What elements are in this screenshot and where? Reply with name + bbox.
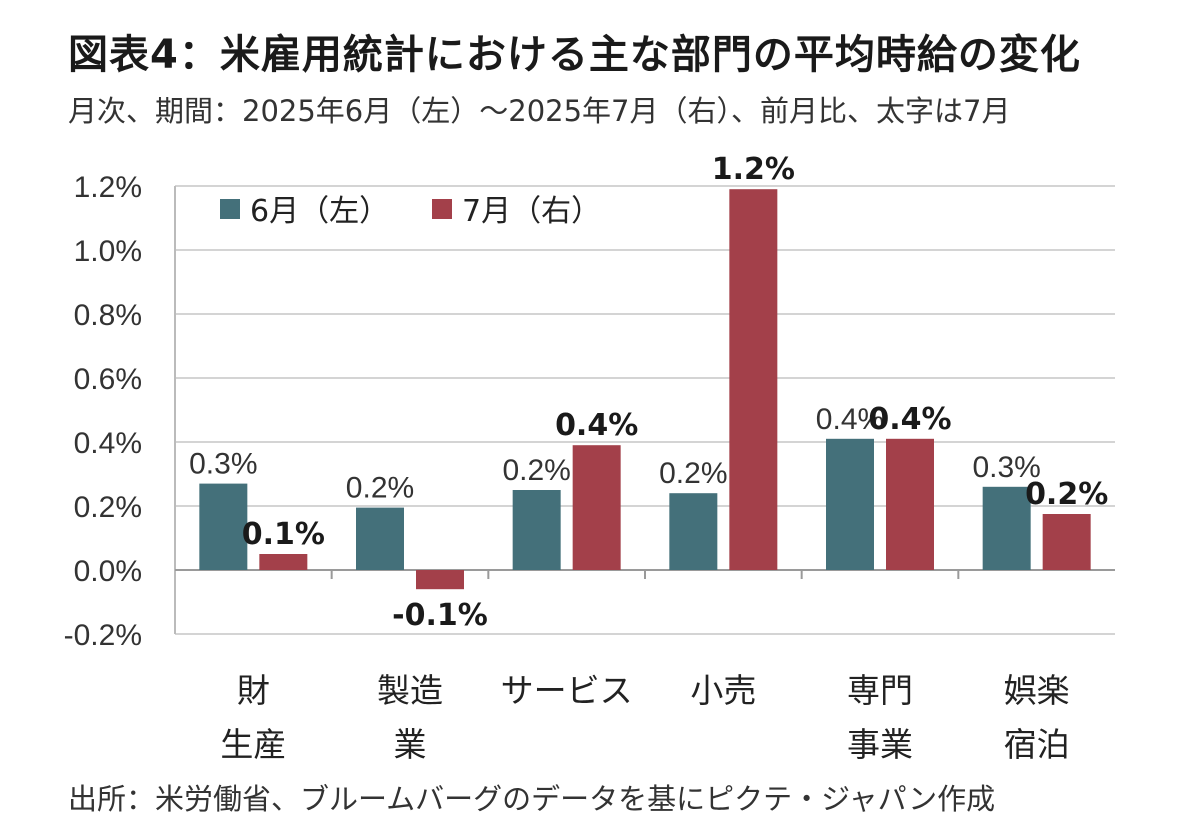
y-tick-label: 0.6% — [74, 363, 142, 396]
source-note: 出所：米労働省、ブルームバーグのデータを基にピクテ・ジャパン作成 — [68, 782, 996, 816]
y-tick-label: 0.4% — [74, 427, 142, 460]
data-label-june: 0.2% — [346, 472, 414, 505]
category-label: 宿泊 — [1004, 725, 1070, 764]
data-label-july: 1.2% — [712, 152, 795, 187]
y-tick-label: 1.0% — [74, 235, 142, 268]
category-label: 専門 — [847, 671, 913, 710]
bar-july — [416, 570, 464, 590]
legend-label-july: 7月（右） — [462, 194, 601, 229]
category-label: 生産 — [220, 725, 286, 764]
bar-july — [886, 438, 934, 570]
bar-july — [729, 189, 778, 570]
bar-june — [669, 493, 718, 570]
bar-july — [1042, 514, 1091, 570]
data-label-june: 0.4% — [816, 403, 884, 436]
bar-june — [982, 486, 1031, 570]
category-label: 娯楽 — [1004, 671, 1070, 710]
bar-june — [199, 483, 248, 570]
bar-july — [572, 445, 621, 570]
category-label: 小売 — [690, 671, 756, 710]
y-tick-label: 0.8% — [74, 299, 142, 332]
data-label-july: 0.2% — [1025, 477, 1108, 512]
data-label-july: -0.1% — [392, 598, 488, 633]
chart-subtitle: 月次、期間：2025年6月（左）～2025年7月（右）、前月比、太字は7月 — [68, 94, 1011, 128]
data-label-june: 0.2% — [659, 457, 727, 490]
bar-june — [356, 507, 404, 570]
y-tick-label: -0.2% — [64, 619, 142, 652]
bar-june — [512, 490, 561, 570]
data-label-june: 0.3% — [972, 451, 1040, 484]
category-label: 製造 — [377, 671, 443, 710]
y-tick-label: 1.2% — [74, 171, 142, 204]
category-label: サービス — [501, 671, 633, 710]
category-label: 財 — [237, 671, 270, 710]
chart-title: 図表4：米雇用統計における主な部門の平均時給の変化 — [68, 32, 1081, 78]
bar-july — [259, 554, 308, 570]
data-label-july: 0.4% — [555, 408, 638, 443]
legend-swatch-july — [432, 199, 452, 219]
data-label-june: 0.3% — [189, 448, 257, 481]
legend-swatch-june — [220, 199, 240, 219]
legend-label-june: 6月（左） — [250, 194, 389, 229]
data-label-july: 0.1% — [242, 517, 325, 552]
bar-june — [826, 438, 874, 570]
y-tick-label: 0.2% — [74, 491, 142, 524]
data-label-june: 0.2% — [502, 454, 570, 487]
data-label-july: 0.4% — [868, 402, 951, 437]
category-label: 事業 — [847, 725, 913, 764]
category-label: 業 — [394, 725, 427, 764]
y-tick-label: 0.0% — [74, 555, 142, 588]
